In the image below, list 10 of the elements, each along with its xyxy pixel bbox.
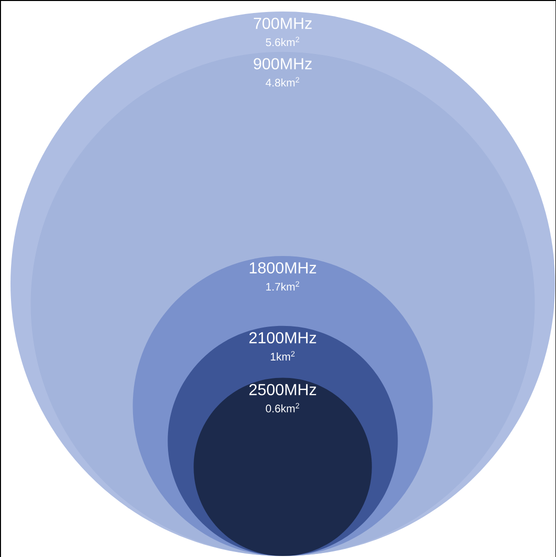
category-label: 900MHz — [254, 58, 312, 70]
category-label: 2500MHz — [249, 384, 316, 396]
category-label: 1800MHz — [250, 262, 316, 274]
category-label: 700MHz — [254, 18, 312, 30]
data-label: 0.6km$^{2}$ — [266, 402, 299, 412]
data-label: 1km$^{2}$ — [270, 351, 294, 360]
data-label: 1.7km$^{2}$ — [266, 281, 299, 291]
data-label: 5.6km$^{2}$ — [266, 36, 299, 46]
category-label: 2100MHz — [249, 332, 316, 344]
data-label: 4.8km$^{2}$ — [265, 77, 299, 87]
